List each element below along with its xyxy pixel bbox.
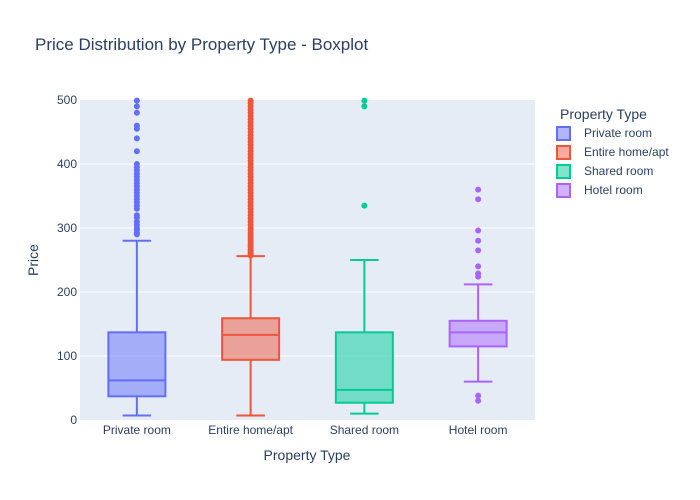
outlier-point (475, 227, 482, 234)
iqr-box (221, 317, 281, 361)
x-axis-ticks: Private room Entire home/apt Shared room Ho… (103, 423, 508, 437)
box-hotel-room (448, 186, 508, 404)
x-tick-label: Entire home/apt (208, 423, 293, 437)
outlier-point (475, 247, 482, 254)
outlier-point (133, 103, 140, 110)
outlier-point (475, 270, 482, 277)
legend-label: Entire home/apt (584, 145, 669, 159)
legend-item[interactable]: Private room (556, 126, 652, 141)
outlier-point (475, 263, 482, 270)
legend-swatch (556, 183, 571, 198)
outlier-point (133, 109, 140, 116)
y-tick-label: 200 (57, 285, 77, 299)
iqr-box (448, 319, 508, 348)
outlier-point (133, 161, 140, 167)
x-tick-label: Private room (103, 423, 171, 437)
y-axis-title: Price (25, 244, 41, 276)
chart-title: Price Distribution by Property Type - Bo… (35, 35, 368, 54)
iqr-box (107, 331, 167, 398)
y-tick-label: 100 (57, 349, 77, 363)
legend-swatch (556, 126, 571, 141)
outlier-point (133, 212, 140, 219)
y-tick-label: 0 (70, 413, 77, 427)
y-axis-ticks: 0 100 200 300 400 500 (57, 93, 77, 427)
y-tick-label: 400 (57, 157, 77, 171)
outlier-point (133, 148, 140, 155)
outlier-point (475, 196, 482, 203)
legend-item[interactable]: Entire home/apt (556, 145, 669, 160)
outlier-point (133, 97, 140, 104)
outlier-point (475, 186, 482, 193)
box-entire-home-apt (221, 97, 281, 417)
legend-swatch (556, 145, 571, 160)
legend-label: Shared room (584, 164, 653, 178)
legend-item[interactable]: Hotel room (556, 183, 643, 198)
y-tick-label: 500 (57, 93, 77, 107)
x-axis-title: Property Type (264, 447, 351, 463)
box-private-room (107, 97, 167, 417)
outlier-point (361, 97, 368, 104)
legend-label: Private room (584, 126, 652, 140)
iqr-box (334, 331, 394, 404)
legend-title: Property Type (560, 106, 647, 122)
legend-swatch (556, 164, 571, 179)
outlier-point (475, 237, 482, 244)
legend-label: Hotel room (584, 183, 643, 197)
outlier-point (361, 202, 368, 209)
outlier-point (475, 397, 482, 404)
y-tick-label: 300 (57, 221, 77, 235)
x-tick-label: Hotel room (449, 423, 508, 437)
legend-item[interactable]: Shared room (556, 164, 653, 179)
outlier-point (361, 103, 368, 110)
boxes (107, 97, 508, 417)
outlier-point (133, 122, 140, 129)
legend[interactable]: Private room Entire home/apt Shared room Ho… (556, 126, 669, 198)
outlier-point (475, 392, 482, 399)
outlier-point (247, 97, 254, 104)
x-tick-label: Shared room (330, 423, 399, 437)
outlier-point (133, 135, 140, 142)
box-shared-room (334, 97, 394, 415)
